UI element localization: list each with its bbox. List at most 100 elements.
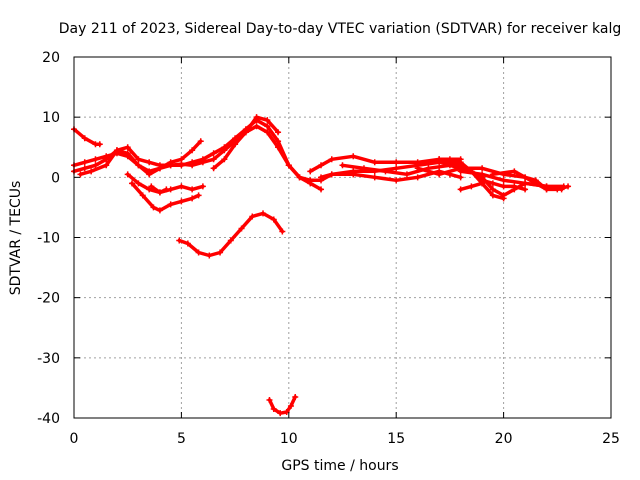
track-4-point <box>103 162 110 169</box>
track-9-point <box>221 156 228 163</box>
track-11-point <box>318 174 325 181</box>
track-7-point <box>148 183 155 190</box>
track-8-point <box>270 216 277 223</box>
track-18-point <box>287 402 294 409</box>
track-6-point <box>189 195 196 202</box>
track-8-point <box>227 237 234 244</box>
track-11-point <box>457 174 464 181</box>
track-2-point <box>393 165 400 172</box>
track-4-point <box>275 144 282 151</box>
track-4-point <box>210 156 217 163</box>
track-4-point <box>253 123 260 130</box>
track-10-point <box>318 162 325 169</box>
track-10-point <box>307 168 314 175</box>
track-4-point <box>221 147 228 154</box>
grid-lines <box>74 57 611 418</box>
data-marks <box>71 114 572 417</box>
track-4-point <box>296 174 303 181</box>
track-8-point <box>238 225 245 232</box>
track-14-point <box>479 180 486 187</box>
track-10-point <box>371 159 378 166</box>
track-13-line <box>415 166 549 192</box>
track-3-point <box>92 156 99 163</box>
track-3-point <box>197 138 204 145</box>
track-4-point <box>199 159 206 166</box>
track-3-point <box>103 153 110 160</box>
track-6-point <box>178 198 185 205</box>
track-18-point <box>277 410 284 417</box>
track-8-point <box>217 249 224 256</box>
track-3-point <box>189 147 196 154</box>
track-5-point <box>178 183 185 190</box>
track-15-point <box>436 156 443 163</box>
track-12-point <box>382 168 389 175</box>
track-4-point <box>318 186 325 193</box>
track-4-point <box>113 147 120 154</box>
track-3-point <box>146 171 153 178</box>
track-13-point <box>479 165 486 172</box>
track-4-point <box>178 161 185 168</box>
track-17-point <box>558 186 565 193</box>
track-8-point <box>279 228 286 235</box>
track-10-point <box>489 180 496 187</box>
track-17-point <box>543 183 550 190</box>
track-4-point <box>124 144 131 151</box>
track-5-point <box>189 186 196 193</box>
track-10-point <box>414 159 421 166</box>
track-17-point <box>500 177 507 184</box>
track-4-point <box>88 168 95 175</box>
track-6-point <box>128 180 135 187</box>
track-3-point <box>135 162 142 169</box>
track-16-point <box>532 177 539 184</box>
track-8-point <box>249 213 256 220</box>
y-tick-label: 20 <box>42 50 60 66</box>
y-tick-label: 10 <box>42 110 60 126</box>
track-16-point <box>565 183 572 190</box>
x-tick-label: 0 <box>70 431 79 447</box>
track-4-point <box>135 156 142 163</box>
track-18-point <box>283 408 290 415</box>
track-17-point <box>522 180 529 187</box>
track-6-point <box>167 201 174 208</box>
track-5-point <box>146 186 153 193</box>
y-tick-label: -30 <box>37 351 60 367</box>
track-2-point <box>275 138 282 145</box>
track-2-point <box>92 162 99 169</box>
chart-title: Day 211 of 2023, Sidereal Day-to-day VTE… <box>59 21 621 37</box>
track-8-point <box>260 210 267 217</box>
track-11-point <box>371 174 378 181</box>
track-5-point <box>135 180 142 187</box>
track-9-point <box>242 129 249 136</box>
x-tick-label: 5 <box>177 431 186 447</box>
track-13-point <box>414 165 421 172</box>
track-11-point <box>393 177 400 184</box>
track-7-point <box>156 189 163 196</box>
track-18-point <box>270 405 277 412</box>
track-10-point <box>350 153 357 160</box>
track-18-point <box>292 393 299 400</box>
track-11-point <box>350 171 357 178</box>
track-8-point <box>195 249 202 256</box>
track-12-point <box>489 192 496 199</box>
track-5-point <box>199 183 206 190</box>
track-9-point <box>210 165 217 172</box>
track-4-point <box>189 162 196 169</box>
x-tick-label: 10 <box>280 431 298 447</box>
track-9-point <box>264 117 271 124</box>
track-12-point <box>500 195 507 202</box>
track-15-point <box>446 156 453 163</box>
track-2-point <box>264 123 271 130</box>
x-axis-label: GPS time / hours <box>281 458 398 474</box>
track-9-point <box>275 129 282 136</box>
track-12-point <box>403 171 410 178</box>
track-8-point <box>206 252 213 259</box>
y-tick-label: -10 <box>37 231 60 247</box>
x-tick-label: 25 <box>602 431 620 447</box>
track-3-point <box>124 153 131 160</box>
track-14-point <box>468 183 475 190</box>
track-17-point <box>457 168 464 175</box>
track-12-point <box>360 165 367 172</box>
track-11-point <box>328 171 335 178</box>
track-6-point <box>195 192 202 199</box>
track-10-point <box>511 183 518 190</box>
